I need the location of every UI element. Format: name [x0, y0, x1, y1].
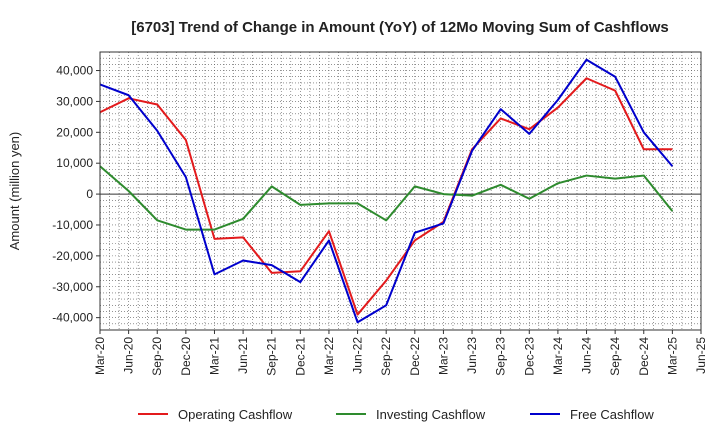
x-tick-label: Dec-21 — [293, 337, 307, 376]
series-lines — [99, 58, 674, 324]
legend: Operating Cashflow Investing Cashflow Free… — [138, 407, 654, 422]
x-tick-label: Mar-23 — [436, 337, 450, 375]
y-tick-label: 30,000 — [56, 94, 93, 108]
x-tick-label: Dec-20 — [179, 337, 193, 376]
y-tick-label: -40,000 — [52, 311, 93, 325]
x-tick-label: Sep-23 — [494, 337, 508, 376]
x-tick-label: Mar-22 — [322, 337, 336, 375]
x-tick-label: Sep-24 — [608, 337, 622, 376]
x-tick-label: Dec-24 — [637, 337, 651, 376]
y-tick-label: -30,000 — [52, 280, 93, 294]
x-tick-label: Dec-23 — [522, 337, 536, 376]
x-tick-label: Mar-20 — [93, 337, 107, 375]
y-tick-label: -10,000 — [52, 218, 93, 232]
series-line-free-cashflow — [99, 58, 674, 324]
x-tick-label: Dec-22 — [408, 337, 422, 376]
legend-label: Free Cashflow — [570, 407, 654, 422]
y-tick-label: -20,000 — [52, 249, 93, 263]
x-tick-label: Jun-24 — [580, 337, 594, 374]
legend-label: Operating Cashflow — [178, 407, 293, 422]
x-tick-label: Jun-25 — [694, 337, 708, 374]
x-tick-label: Jun-21 — [236, 337, 250, 374]
plot-frame — [99, 51, 702, 331]
x-tick-label: Sep-21 — [265, 337, 279, 376]
x-tick-label: Jun-22 — [351, 337, 365, 374]
chart-title: [6703] Trend of Change in Amount (YoY) o… — [131, 19, 669, 36]
y-tick-label: 0 — [86, 187, 93, 201]
plot-border — [99, 51, 702, 331]
x-tick-label: Jun-20 — [122, 337, 136, 374]
y-tick-label: 10,000 — [56, 156, 93, 170]
x-tick-label: Jun-23 — [465, 337, 479, 374]
x-tick-labels: Mar-20 Jun-20 Sep-20 Dec-20 Mar-21 Jun-21 Sep-… — [93, 330, 708, 376]
legend-item-investing-cashflow: Investing Cashflow — [336, 407, 486, 422]
x-tick-label: Mar-24 — [551, 337, 565, 375]
series-line-operating-cashflow — [99, 77, 673, 316]
y-tick-label: 40,000 — [56, 64, 93, 78]
x-tick-label: Sep-20 — [150, 337, 164, 376]
grid — [99, 51, 702, 331]
series-line-investing-cashflow — [99, 165, 674, 231]
y-tick-labels: 40,000 30,000 20,000 10,000 0 -10,000 -20,000 -… — [52, 64, 100, 325]
y-tick-label: 20,000 — [56, 125, 93, 139]
x-tick-label: Sep-22 — [379, 337, 393, 376]
legend-label: Investing Cashflow — [376, 407, 486, 422]
legend-item-operating-cashflow: Operating Cashflow — [138, 407, 293, 422]
x-tick-label: Mar-25 — [665, 337, 679, 375]
x-tick-label: Mar-21 — [207, 337, 221, 375]
y-axis-label: Amount (million yen) — [7, 132, 22, 251]
legend-item-free-cashflow: Free Cashflow — [530, 407, 654, 422]
